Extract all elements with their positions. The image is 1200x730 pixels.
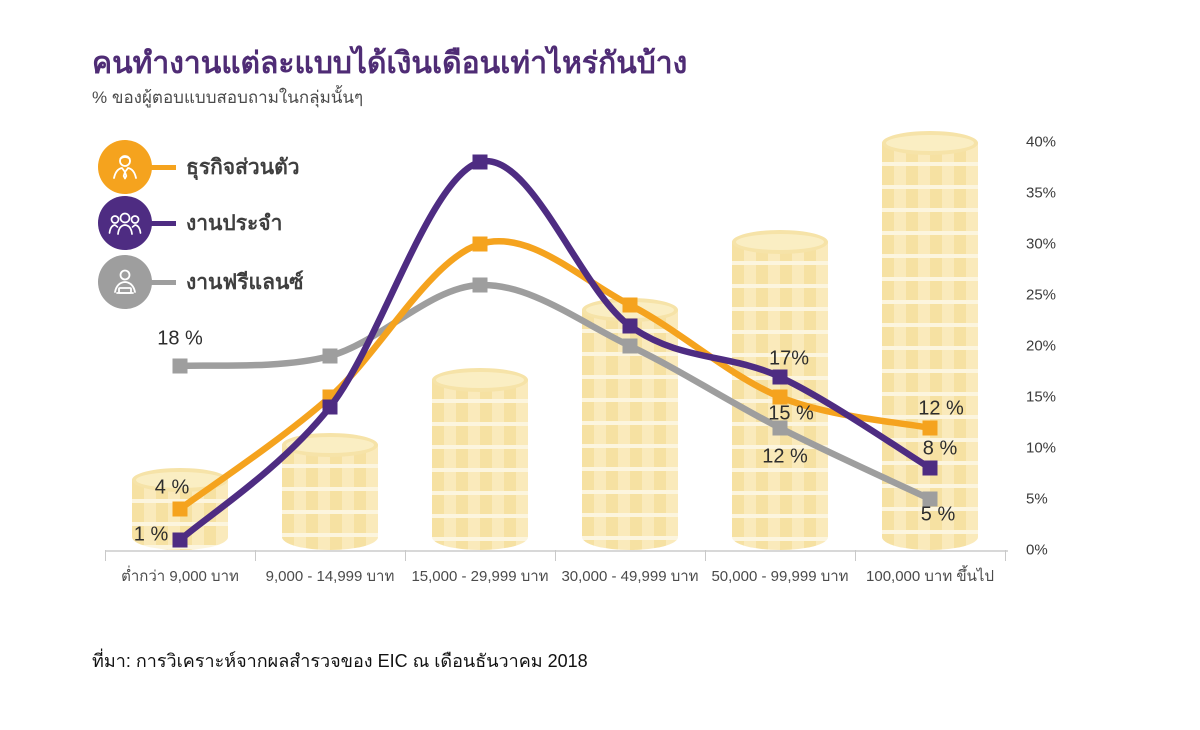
x-axis-tick xyxy=(705,550,706,561)
x-axis-category-label: 100,000 บาท ขึ้นไป xyxy=(866,568,994,585)
y-axis-tick-label: 5% xyxy=(1026,490,1048,508)
y-axis-tick-label: 0% xyxy=(1026,541,1048,559)
x-axis-category-label: 30,000 - 49,999 บาท xyxy=(561,568,699,585)
data-point-marker-own_business xyxy=(322,389,338,405)
x-axis-category-label: 50,000 - 99,999 บาท xyxy=(711,568,849,585)
y-axis-tick-label: 30% xyxy=(1026,235,1057,253)
point-value-label-own_business: 4 % xyxy=(154,476,190,499)
legend-label: งานฟรีแลนซ์ xyxy=(186,270,304,294)
coin-stack-bar xyxy=(582,298,678,550)
x-axis-tick xyxy=(555,550,556,561)
point-value-label-freelance: 5 % xyxy=(920,503,956,526)
coin-stack-bar xyxy=(432,368,528,550)
point-value-label-full_time: 8 % xyxy=(922,437,958,460)
legend-connector xyxy=(151,220,176,226)
y-axis-tick-label: 20% xyxy=(1026,337,1057,355)
point-value-label-own_business: 12 % xyxy=(918,397,964,420)
legend-label: งานประจำ xyxy=(186,211,283,235)
page-subtitle: % ของผู้ตอบแบบสอบถามในกลุ่มนั้นๆ xyxy=(92,88,364,107)
legend-item-full_time: งานประจำ xyxy=(98,196,282,250)
legend-label: ธุรกิจส่วนตัว xyxy=(186,155,300,179)
source-note: ที่มา: การวิเคราะห์จากผลสำรวจของ EIC ณ เ… xyxy=(92,651,588,671)
coin-top-face xyxy=(432,368,528,392)
x-axis-category-label: 9,000 - 14,999 บาท xyxy=(265,568,395,585)
y-axis-tick-label: 10% xyxy=(1026,439,1057,457)
x-axis-tick xyxy=(1005,550,1006,561)
data-point-marker-freelance xyxy=(322,348,338,364)
x-axis-category-label: 15,000 - 29,999 บาท xyxy=(411,568,549,585)
point-value-label-full_time: 1 % xyxy=(133,523,169,546)
point-value-label-full_time: 17% xyxy=(768,347,810,370)
point-value-label-own_business: 15 % xyxy=(768,402,814,425)
legend-connector xyxy=(151,164,176,170)
y-axis-tick-label: 40% xyxy=(1026,133,1057,151)
coin-stack-bar xyxy=(282,433,378,550)
legend-item-freelance: งานฟรีแลนซ์ xyxy=(98,255,304,309)
legend-connector xyxy=(151,279,176,285)
coin-stack-bar xyxy=(882,131,978,550)
data-point-marker-freelance xyxy=(172,358,188,374)
point-value-label-freelance: 18 % xyxy=(157,327,203,350)
team-icon xyxy=(98,196,152,250)
coin-top-face xyxy=(732,230,828,254)
x-axis-category-label: ต่ำกว่า 9,000 บาท xyxy=(121,568,239,585)
data-point-marker-full_time xyxy=(472,154,488,170)
y-axis-tick-label: 35% xyxy=(1026,184,1057,202)
page-title: คนทำงานแต่ละแบบได้เงินเดือนเท่าไหร่กันบ้… xyxy=(92,47,688,80)
businessman-icon xyxy=(98,140,152,194)
coin-top-face xyxy=(282,433,378,457)
data-point-marker-full_time xyxy=(322,399,338,415)
y-axis-tick-label: 25% xyxy=(1026,286,1057,304)
coin-top-face xyxy=(882,131,978,155)
y-axis-tick-label: 15% xyxy=(1026,388,1057,406)
x-axis-tick xyxy=(255,550,256,561)
x-axis-tick xyxy=(105,550,106,561)
data-point-marker-own_business xyxy=(472,236,488,252)
point-value-label-freelance: 12 % xyxy=(762,445,808,468)
coin-stack-bar xyxy=(732,230,828,550)
x-axis-tick xyxy=(405,550,406,561)
legend-item-own_business: ธุรกิจส่วนตัว xyxy=(98,140,300,194)
x-axis-tick xyxy=(855,550,856,561)
coin-top-face xyxy=(582,298,678,322)
x-axis-line xyxy=(105,550,1008,552)
data-point-marker-freelance xyxy=(472,277,488,293)
freelancer-laptop-icon xyxy=(98,255,152,309)
